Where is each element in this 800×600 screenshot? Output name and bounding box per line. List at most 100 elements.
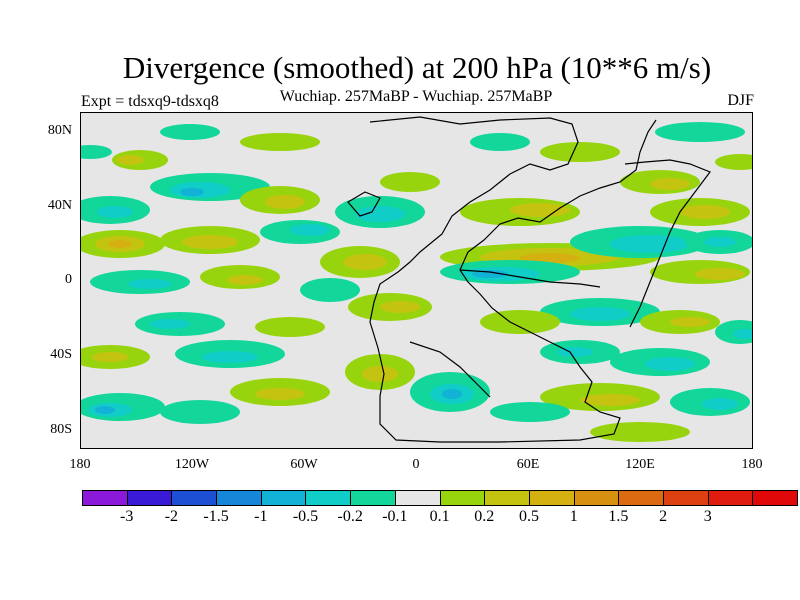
colorbar-label: 0.5: [519, 508, 539, 525]
y-tick-0: 0: [65, 272, 72, 287]
pangea-coastline: [369, 116, 657, 443]
map-frame: [80, 112, 753, 449]
colorbar-label: -1.5: [203, 508, 229, 525]
divergence-blob-pos-light: [480, 310, 560, 334]
colorbar-label: -3: [120, 508, 134, 525]
chart-subtitle: Wuchiap. 257MaBP - Wuchiap. 257MaBP: [279, 88, 553, 105]
colorbar-swatch: [485, 491, 530, 505]
x-tick-0: 0: [412, 457, 420, 472]
y-tick-80s: 80S: [50, 422, 72, 437]
divergence-blob-neg-mid: [290, 224, 330, 236]
divergence-blob-neg-light: [655, 122, 745, 142]
colorbar-swatch: [529, 491, 575, 505]
divergence-blob-neg-light: [490, 402, 570, 422]
divergence-blob-pos-mid: [362, 366, 398, 382]
east-coast: [624, 159, 711, 328]
island-coast: [347, 191, 381, 217]
colorbar-swatch: [395, 491, 441, 505]
divergence-blob-pos-mid: [255, 388, 305, 400]
divergence-blob-pos-strong: [520, 253, 580, 263]
divergence-blob-neg-light: [80, 145, 112, 159]
x-tick-120e: 120E: [625, 457, 655, 472]
divergence-blob-neg-mid: [128, 279, 172, 289]
divergence-blob-pos-mid: [92, 352, 128, 362]
colorbar-label: -0.5: [292, 508, 319, 525]
coastlines: [347, 116, 711, 443]
colorbar-swatch: [753, 491, 797, 505]
divergence-blob-neg-strong: [180, 188, 204, 196]
colorbar-swatch: [127, 491, 173, 505]
colorbar-label: 1: [569, 508, 578, 525]
y-tick-40n: 40N: [47, 198, 72, 213]
x-tick-180w: 180: [69, 457, 91, 472]
colorbar-swatch: [217, 491, 262, 505]
season-label: DJF: [727, 92, 754, 109]
divergence-blob-pos-mid: [510, 203, 570, 217]
colorbar-swatch: [83, 491, 128, 505]
colorbar-swatch: [663, 491, 709, 505]
divergence-blob-pos-light: [380, 172, 440, 192]
colorbar-label: -0.1: [382, 508, 408, 525]
colorbar-label: 1.5: [608, 508, 629, 525]
divergence-blob-neg-mid: [355, 206, 405, 222]
x-tick-120w: 120W: [174, 457, 210, 472]
divergence-blob-pos-strong: [108, 240, 132, 248]
x-tick-60w: 60W: [290, 457, 318, 472]
divergence-field: [80, 122, 753, 442]
divergence-blob-pos-mid: [695, 268, 745, 280]
divergence-blob-neg-light: [470, 133, 530, 151]
colorbar-swatch: [351, 491, 396, 505]
divergence-blob-neg-mid: [645, 357, 695, 371]
divergence-map: [80, 112, 753, 449]
divergence-blob-pos-mid: [670, 317, 710, 327]
divergence-blob-neg-light: [160, 124, 220, 140]
divergence-blob-neg-mid: [704, 237, 736, 247]
divergence-blob-pos-mid: [343, 254, 387, 270]
divergence-blob-pos-light: [240, 133, 320, 151]
colorbar-swatch: [708, 491, 754, 505]
colorbar-label: 0.2: [474, 508, 495, 525]
colorbar-label: 0.1: [429, 508, 450, 525]
colorbar-swatch: [261, 491, 307, 505]
colorbar-swatch: [306, 491, 352, 505]
divergence-blob-neg-mid: [150, 319, 190, 329]
x-tick-180e: 180: [741, 457, 763, 472]
divergence-blob-pos-light: [540, 142, 620, 162]
divergence-blob-pos-mid: [380, 301, 420, 313]
y-tick-80n: 80N: [47, 123, 72, 138]
divergence-blob-neg-mid: [202, 351, 258, 363]
divergence-blob-neg-mid: [610, 235, 690, 253]
divergence-blob-pos-light: [255, 317, 325, 337]
y-tick-40s: 40S: [50, 347, 72, 362]
divergence-blob-neg-strong: [442, 389, 462, 399]
divergence-blob-pos-mid: [580, 394, 640, 406]
colorbar-swatch: [574, 491, 620, 505]
divergence-blob-pos-mid: [116, 155, 144, 165]
colorbar-label: -1: [254, 508, 268, 525]
divergence-blob-pos-mid: [182, 235, 238, 249]
divergence-blob-pos-mid: [680, 205, 730, 219]
divergence-blob-neg-light: [300, 278, 360, 302]
divergence-blob-pos-mid: [650, 178, 690, 190]
divergence-blob-pos-light: [590, 422, 690, 442]
colorbar: [82, 490, 798, 506]
experiment-label: Expt = tdsxq9-tdsxq8: [81, 93, 219, 110]
colorbar-swatch: [440, 491, 486, 505]
divergence-blob-neg-mid: [97, 206, 133, 218]
divergence-blob-neg-mid: [733, 329, 753, 339]
divergence-blob-pos-light: [715, 154, 753, 170]
divergence-blob-neg-strong: [95, 406, 115, 414]
colorbar-label: -2: [164, 508, 179, 525]
colorbar-label: -0.2: [337, 508, 363, 525]
tethys-coast: [459, 269, 601, 288]
colorbar-label: 2: [659, 508, 668, 525]
colorbar-swatch: [619, 491, 664, 505]
x-tick-60e: 60E: [516, 457, 540, 472]
colorbar-swatch: [172, 491, 218, 505]
divergence-blob-pos-mid: [227, 275, 263, 285]
divergence-blob-neg-mid: [702, 398, 738, 410]
divergence-blob-neg-light: [160, 400, 240, 424]
chart-title: Divergence (smoothed) at 200 hPa (10**6 …: [122, 50, 712, 85]
colorbar-label: 3: [703, 508, 712, 525]
southern-coast: [409, 341, 491, 398]
